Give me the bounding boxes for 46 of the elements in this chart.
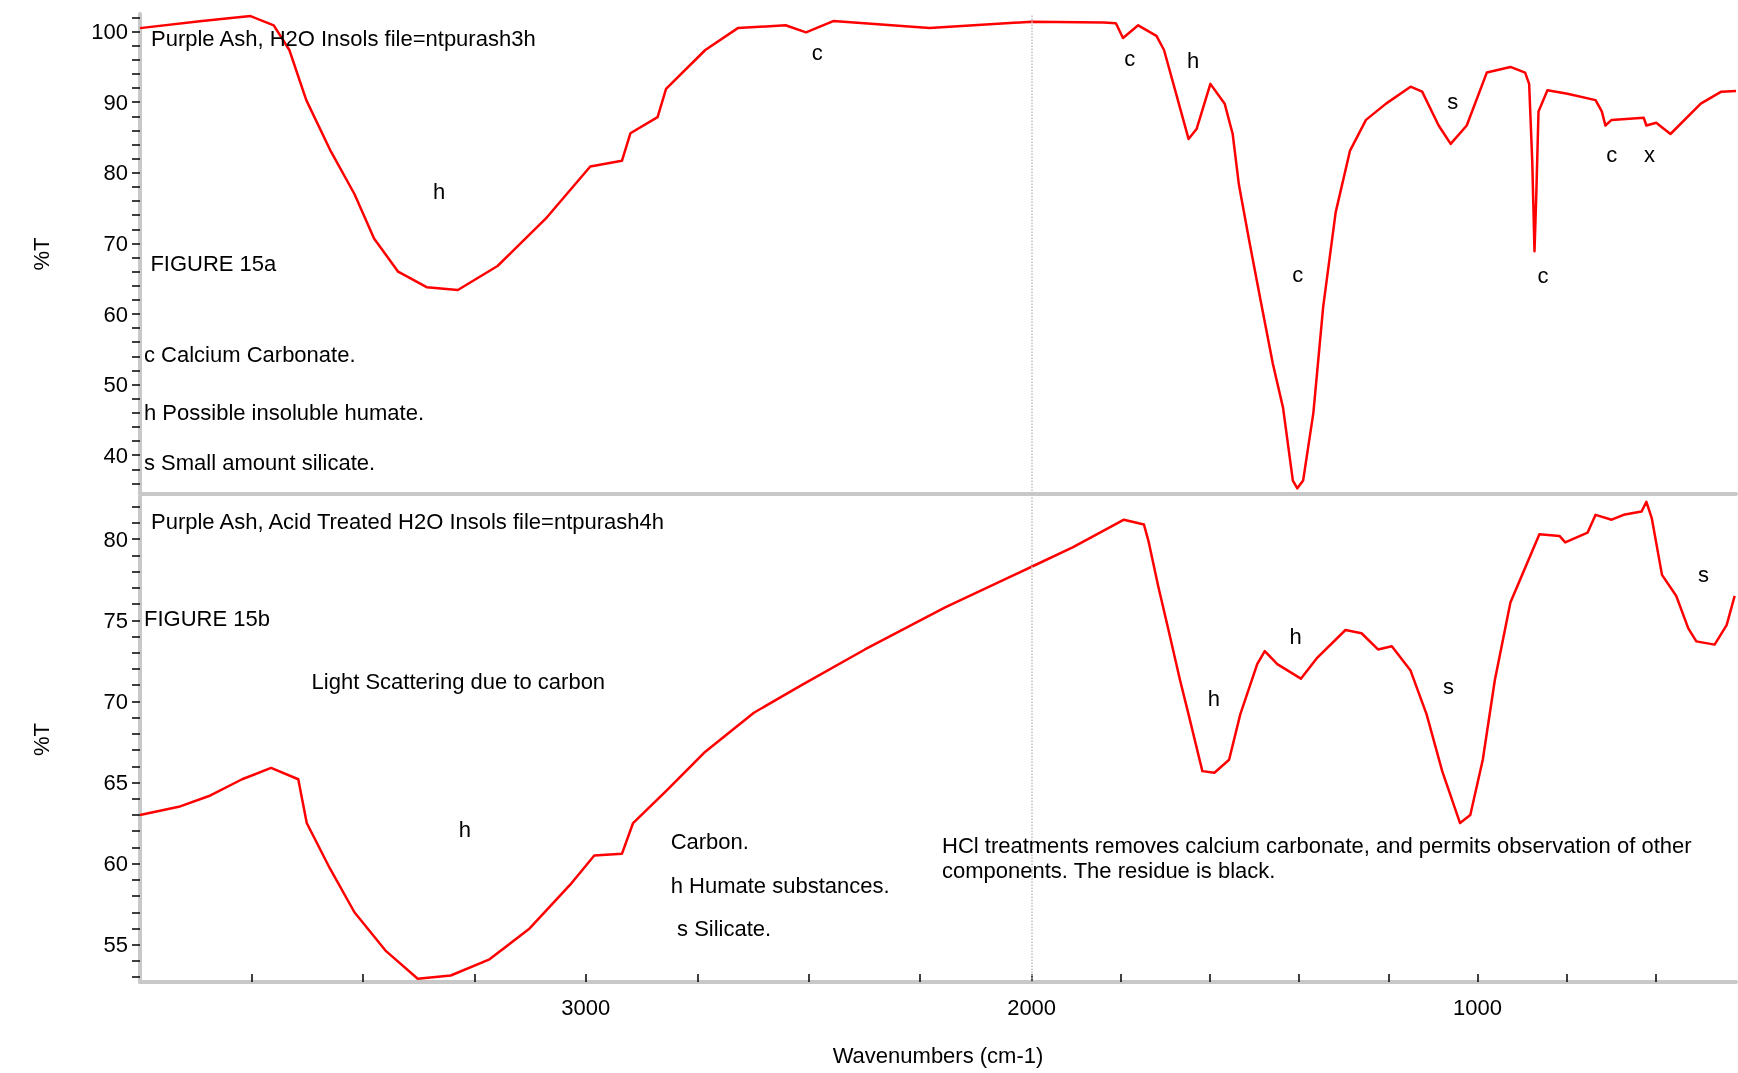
annotation: Light Scattering due to carbon bbox=[311, 668, 606, 694]
annotation: s bbox=[1447, 89, 1459, 115]
x-tick-label: 3000 bbox=[561, 994, 611, 1020]
annotation: HCl treatments removes calcium carbonate, and permits observation of other components. The residue is black. bbox=[942, 833, 1698, 884]
annotation: h bbox=[458, 817, 472, 843]
annotation: h bbox=[1289, 623, 1302, 649]
annotation: s bbox=[1697, 562, 1709, 588]
y-tick-label: 100 bbox=[91, 19, 128, 45]
annotation: FIGURE 15a bbox=[150, 251, 278, 277]
annotation: h bbox=[432, 179, 446, 205]
line-series bbox=[138, 500, 1736, 981]
annotation: h Possible insoluble humate. bbox=[144, 399, 425, 425]
annotation: c Calcium Carbonate. bbox=[144, 342, 356, 368]
annotation: Carbon. bbox=[670, 828, 749, 854]
x-tick-label: 1000 bbox=[1452, 994, 1502, 1020]
annotation: FIGURE 15b bbox=[144, 605, 270, 631]
y-tick-label: 60 bbox=[103, 851, 128, 877]
x-tick-label: 2000 bbox=[1007, 994, 1057, 1020]
text: Purple Ash, Acid Treated H2O Insols file=ntpurash4h bbox=[151, 508, 665, 534]
annotation: c bbox=[1292, 261, 1304, 287]
y-tick-label: 65 bbox=[103, 769, 128, 795]
y-tick-label: 40 bbox=[103, 442, 128, 468]
annotation: h bbox=[1207, 685, 1221, 711]
y-tick-label: 80 bbox=[103, 160, 128, 186]
y-tick-label: 60 bbox=[103, 301, 128, 327]
x-axis-title: Wavenumbers (cm-1) bbox=[832, 1042, 1044, 1068]
annotation: c bbox=[1124, 45, 1136, 71]
y-tick-label: 50 bbox=[103, 372, 128, 398]
y-tick-label: 70 bbox=[103, 688, 128, 714]
annotation: c bbox=[1606, 141, 1618, 167]
annotation: h bbox=[1186, 48, 1200, 74]
y-axis-title: %T bbox=[28, 723, 54, 756]
annotation: c bbox=[1537, 262, 1549, 288]
y-tick-label: 75 bbox=[103, 607, 128, 633]
annotation: x bbox=[1644, 141, 1655, 167]
y-tick-label: 90 bbox=[103, 89, 128, 115]
y-tick-label: 55 bbox=[103, 932, 128, 958]
annotation: s Silicate. bbox=[677, 916, 772, 942]
y-tick-label: 70 bbox=[103, 230, 128, 256]
annotation: s bbox=[1442, 674, 1454, 700]
annotation: h Humate substances. bbox=[670, 872, 890, 898]
y-tick-label: 80 bbox=[103, 526, 128, 552]
line-series bbox=[138, 14, 1738, 490]
annotation: c bbox=[811, 40, 823, 66]
annotation: s Small amount silicate. bbox=[144, 450, 376, 476]
y-axis-title: %T bbox=[28, 237, 54, 271]
